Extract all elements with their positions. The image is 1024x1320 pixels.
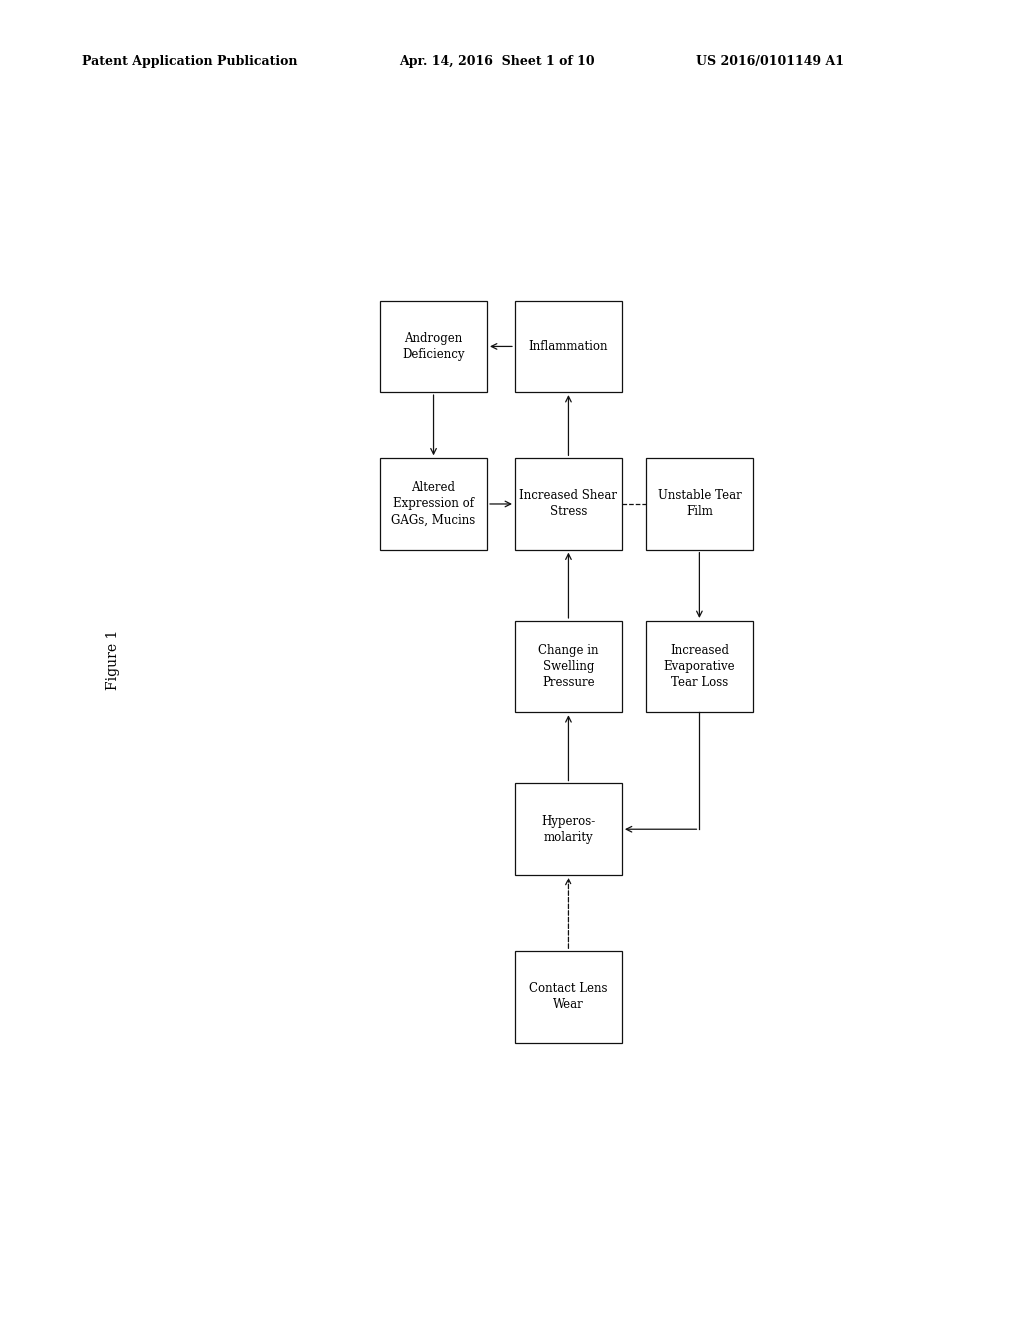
Text: Apr. 14, 2016  Sheet 1 of 10: Apr. 14, 2016 Sheet 1 of 10 bbox=[399, 55, 595, 69]
FancyBboxPatch shape bbox=[515, 620, 622, 713]
Text: Figure 1: Figure 1 bbox=[105, 630, 120, 690]
Text: Unstable Tear
Film: Unstable Tear Film bbox=[657, 490, 741, 519]
FancyBboxPatch shape bbox=[646, 458, 753, 549]
Text: Increased
Evaporative
Tear Loss: Increased Evaporative Tear Loss bbox=[664, 644, 735, 689]
FancyBboxPatch shape bbox=[515, 301, 622, 392]
Text: Contact Lens
Wear: Contact Lens Wear bbox=[529, 982, 607, 1011]
Text: Increased Shear
Stress: Increased Shear Stress bbox=[519, 490, 617, 519]
Text: US 2016/0101149 A1: US 2016/0101149 A1 bbox=[696, 55, 845, 69]
FancyBboxPatch shape bbox=[515, 784, 622, 875]
Text: Androgen
Deficiency: Androgen Deficiency bbox=[402, 331, 465, 360]
Text: Altered
Expression of
GAGs, Mucins: Altered Expression of GAGs, Mucins bbox=[391, 482, 476, 527]
FancyBboxPatch shape bbox=[515, 952, 622, 1043]
FancyBboxPatch shape bbox=[380, 301, 487, 392]
Text: Patent Application Publication: Patent Application Publication bbox=[82, 55, 297, 69]
FancyBboxPatch shape bbox=[646, 620, 753, 713]
FancyBboxPatch shape bbox=[515, 458, 622, 549]
Text: Change in
Swelling
Pressure: Change in Swelling Pressure bbox=[539, 644, 599, 689]
FancyBboxPatch shape bbox=[380, 458, 487, 549]
Text: Inflammation: Inflammation bbox=[528, 341, 608, 352]
Text: Hyperos-
molarity: Hyperos- molarity bbox=[542, 814, 596, 843]
